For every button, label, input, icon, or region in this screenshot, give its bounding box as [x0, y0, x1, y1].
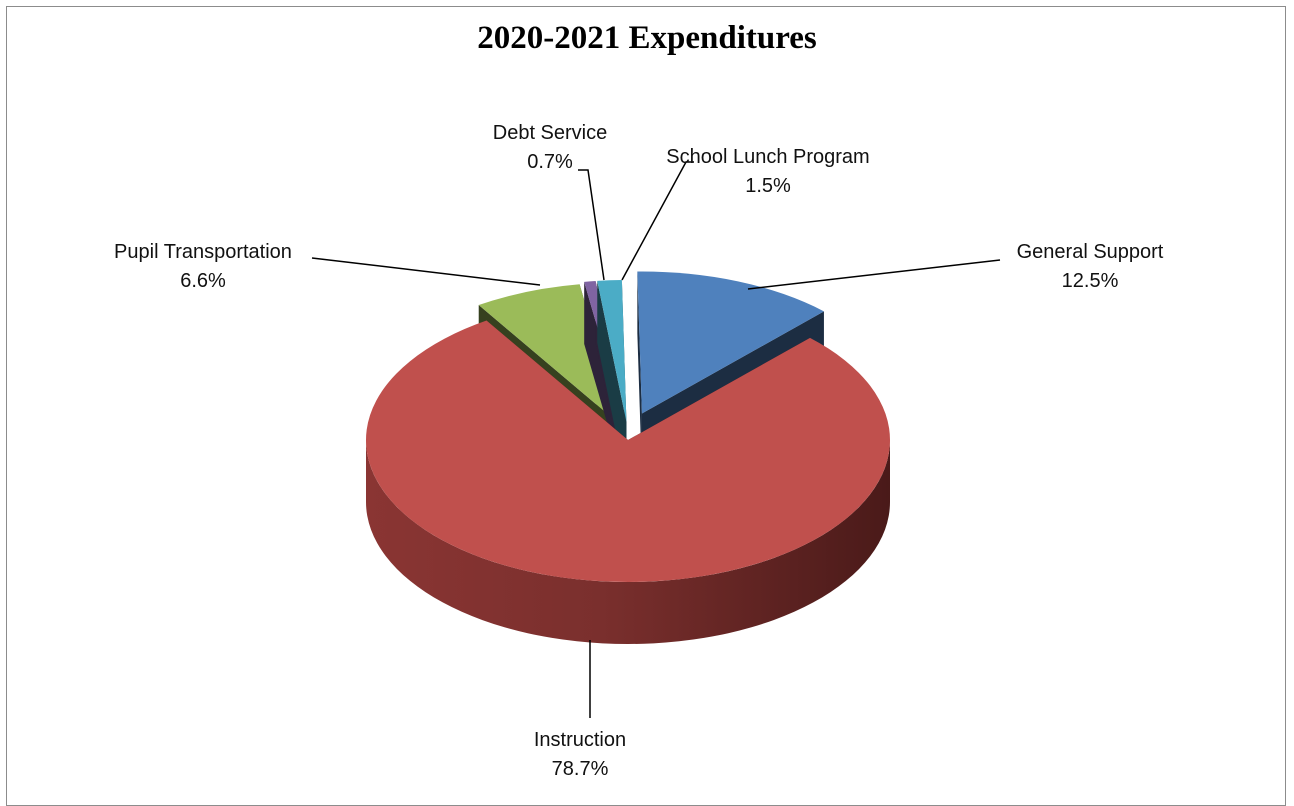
- slice-label-general-support: General Support: [1017, 241, 1164, 263]
- leader-line-pupil-transportation: [311, 257, 541, 286]
- slice-top-face: [637, 271, 824, 414]
- slice-label-school-lunch-program: School Lunch Program: [666, 146, 869, 168]
- chart-title: 2020-2021 Expenditures: [477, 20, 817, 56]
- leader-line-general-support: [747, 259, 1001, 290]
- slice-value-instruction: 78.7%: [552, 758, 609, 780]
- leader-line-school-lunch-program: [621, 161, 694, 281]
- slice-top-face: [366, 320, 890, 582]
- slice-value-general-support: 12.5%: [1062, 270, 1119, 292]
- slice-label-instruction: Instruction: [534, 729, 626, 751]
- slice-value-debt-service: 0.7%: [527, 151, 573, 173]
- slice-value-pupil-transportation: 6.6%: [180, 270, 226, 292]
- leader-line-debt-service: [578, 169, 605, 281]
- slice-side-wall: [366, 440, 890, 644]
- slice-cut-face: [637, 271, 642, 476]
- slice-top-face: [597, 280, 627, 423]
- slice-value-school-lunch-program: 1.5%: [745, 175, 791, 197]
- pie-slice-instruction: [366, 320, 890, 644]
- slice-label-pupil-transportation: Pupil Transportation: [114, 241, 292, 263]
- slice-label-debt-service: Debt Service: [493, 122, 608, 144]
